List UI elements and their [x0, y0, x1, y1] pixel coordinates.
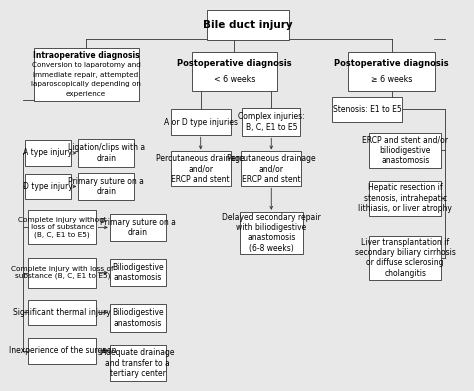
FancyBboxPatch shape	[79, 173, 134, 200]
Text: Conversion to laparotomy and: Conversion to laparotomy and	[32, 62, 140, 68]
FancyBboxPatch shape	[34, 48, 139, 101]
Text: laparoscopically depending on: laparoscopically depending on	[31, 81, 141, 87]
FancyBboxPatch shape	[348, 52, 435, 91]
FancyBboxPatch shape	[207, 11, 289, 40]
Text: ERCP and stent and/or
biliodigestive
anastomosis: ERCP and stent and/or biliodigestive ana…	[362, 135, 448, 165]
Text: Biliodigestive
anastomosis: Biliodigestive anastomosis	[112, 263, 164, 282]
Text: Inexperience of the surgeon: Inexperience of the surgeon	[9, 346, 116, 355]
FancyBboxPatch shape	[332, 97, 401, 122]
FancyBboxPatch shape	[25, 174, 71, 199]
Text: A type injury: A type injury	[23, 149, 73, 158]
Text: Primary suture on a
drain: Primary suture on a drain	[68, 177, 144, 196]
FancyBboxPatch shape	[240, 212, 302, 254]
FancyBboxPatch shape	[28, 210, 96, 244]
FancyBboxPatch shape	[369, 181, 441, 216]
Text: Hepatic resection if
stenosis, intrahepatic
lithiasis, or liver atrophy: Hepatic resection if stenosis, intrahepa…	[358, 183, 452, 213]
FancyBboxPatch shape	[110, 259, 165, 287]
Text: < 6 weeks: < 6 weeks	[214, 75, 255, 84]
FancyBboxPatch shape	[110, 346, 165, 380]
Text: Intraoperative diagnosis: Intraoperative diagnosis	[33, 51, 139, 60]
Text: D type injury: D type injury	[23, 182, 73, 191]
Text: Postoperative diagnosis: Postoperative diagnosis	[334, 59, 449, 68]
FancyBboxPatch shape	[110, 213, 165, 241]
FancyBboxPatch shape	[28, 258, 96, 287]
Text: experience: experience	[66, 91, 106, 97]
Text: immediate repair, attempted: immediate repair, attempted	[34, 72, 139, 78]
FancyBboxPatch shape	[171, 109, 231, 135]
FancyBboxPatch shape	[28, 300, 96, 325]
FancyBboxPatch shape	[110, 304, 165, 332]
FancyBboxPatch shape	[241, 151, 301, 187]
Text: Complete injury with loss of
substance (B, C, E1 to E5): Complete injury with loss of substance (…	[11, 266, 114, 279]
FancyBboxPatch shape	[171, 151, 231, 187]
Text: Biliodigestive
anastomosis: Biliodigestive anastomosis	[112, 308, 164, 328]
Text: Percutaneous drainage
and/or
ERCP and stent: Percutaneous drainage and/or ERCP and st…	[227, 154, 316, 184]
FancyBboxPatch shape	[28, 338, 96, 364]
Text: Significant thermal injury: Significant thermal injury	[13, 308, 111, 317]
Text: Stenosis: E1 to E5: Stenosis: E1 to E5	[333, 105, 401, 114]
FancyBboxPatch shape	[79, 139, 134, 167]
Text: Complex injuries:
B, C, E1 to E5: Complex injuries: B, C, E1 to E5	[238, 112, 305, 132]
Text: Adequate drainage
and transfer to a
tertiary center: Adequate drainage and transfer to a tert…	[101, 348, 174, 378]
FancyBboxPatch shape	[242, 108, 300, 136]
Text: Percutaneous drainage
and/or
ERCP and stent: Percutaneous drainage and/or ERCP and st…	[156, 154, 245, 184]
Text: Primary suture on a
drain: Primary suture on a drain	[100, 218, 176, 237]
Text: Postoperative diagnosis: Postoperative diagnosis	[177, 59, 292, 68]
Text: Ligation/clips with a
drain: Ligation/clips with a drain	[68, 143, 145, 163]
Text: Liver transplantation if
secondary biliary cirrhosis
or diffuse sclerosing
chola: Liver transplantation if secondary bilia…	[355, 238, 456, 278]
FancyBboxPatch shape	[369, 133, 441, 168]
FancyBboxPatch shape	[25, 140, 71, 166]
Text: A or D type injuries: A or D type injuries	[164, 118, 237, 127]
FancyBboxPatch shape	[369, 236, 441, 280]
Text: Bile duct injury: Bile duct injury	[203, 20, 293, 30]
Text: ≥ 6 weeks: ≥ 6 weeks	[371, 75, 412, 84]
Text: Complete injury without
loss of substance
(B, C, E1 to E5): Complete injury without loss of substanc…	[18, 217, 107, 238]
Text: Delayed secondary repair
with biliodigestive
anastomosis
(6-8 weeks): Delayed secondary repair with biliodiges…	[222, 213, 320, 253]
FancyBboxPatch shape	[192, 52, 277, 91]
